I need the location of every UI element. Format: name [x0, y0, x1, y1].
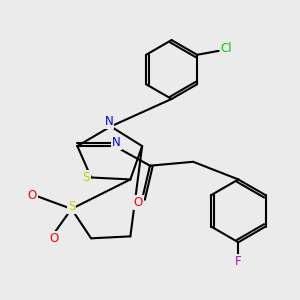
Text: S: S	[68, 200, 75, 213]
Text: N: N	[112, 136, 121, 148]
Text: O: O	[134, 196, 143, 209]
Text: O: O	[28, 189, 37, 202]
Text: O: O	[49, 232, 58, 245]
Text: N: N	[104, 115, 113, 128]
Text: F: F	[235, 255, 242, 268]
Text: S: S	[83, 171, 90, 184]
Text: Cl: Cl	[221, 42, 232, 56]
